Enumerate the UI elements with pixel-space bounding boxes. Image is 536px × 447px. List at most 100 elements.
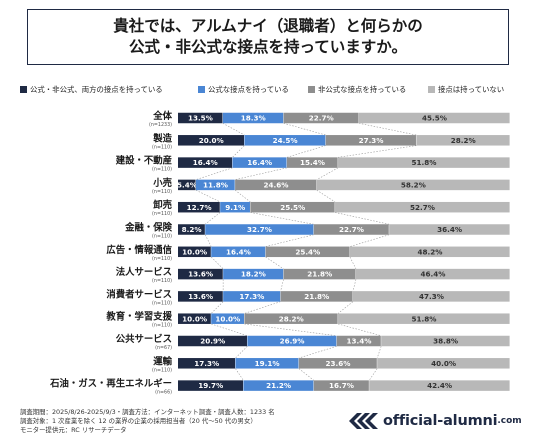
data-label: 23.6% xyxy=(326,359,351,368)
data-label: 13.5% xyxy=(188,114,213,123)
bar-segment xyxy=(178,157,233,168)
data-label: 21.8% xyxy=(307,270,332,279)
data-label: 19.1% xyxy=(255,359,280,368)
chart-title-line-2: 公式・非公式な接点を持っていますか。 xyxy=(129,38,407,56)
bar-segment xyxy=(283,268,356,280)
category-label: 製造 xyxy=(152,132,172,144)
legend-swatch-none xyxy=(428,86,435,93)
bar-segment xyxy=(325,135,416,146)
data-label: 28.2% xyxy=(451,136,476,145)
data-label: 46.4% xyxy=(421,270,446,279)
official-alumni-logo: official-alumni .com xyxy=(349,410,522,432)
legend-item-unofficial: 非公式な接点を持っている xyxy=(308,84,406,95)
data-label: 19.7% xyxy=(198,381,223,390)
connector-line xyxy=(283,122,326,136)
category-label: 運輸 xyxy=(153,355,172,367)
category-label: 消費者サービス xyxy=(106,288,172,300)
data-label: 10.0% xyxy=(215,314,240,323)
data-label: 16.7% xyxy=(329,381,354,390)
bar-segment xyxy=(244,135,326,146)
category-label: 建設・不動産 xyxy=(116,155,172,167)
category-label: 金融・保険 xyxy=(124,222,173,234)
bar-segment xyxy=(211,313,244,324)
connector-line xyxy=(244,301,281,314)
bar-segment xyxy=(178,179,196,191)
data-label: 51.8% xyxy=(412,314,437,323)
connector-line xyxy=(349,234,390,247)
legend-label-official: 公式な接点を持っている xyxy=(208,85,289,94)
data-label: 18.3% xyxy=(241,114,266,123)
bar-segment xyxy=(389,224,510,235)
category-n-label: (n=110) xyxy=(152,300,172,306)
bar-segment xyxy=(377,358,510,369)
connector-line xyxy=(352,279,357,292)
bar-segment xyxy=(313,380,369,391)
logo-suffix: .com xyxy=(497,416,522,426)
data-label: 52.7% xyxy=(410,203,435,212)
data-label: 12.7% xyxy=(187,203,212,212)
data-label: 22.7% xyxy=(339,225,364,234)
connector-line xyxy=(235,346,248,359)
connector-line xyxy=(298,345,337,359)
data-label: 21.8% xyxy=(304,292,329,301)
bar-segment xyxy=(178,291,223,302)
bar-segment xyxy=(220,201,250,213)
category-label: 全体 xyxy=(152,110,172,122)
data-label: 26.9% xyxy=(280,337,305,346)
connector-line xyxy=(286,145,326,158)
connector-line xyxy=(210,301,224,314)
connector-line xyxy=(334,212,390,225)
connector-line xyxy=(235,368,244,381)
category-n-label: (n=67) xyxy=(155,345,172,351)
bar-segment xyxy=(352,291,510,302)
bar-segment xyxy=(195,179,235,191)
bar-segment xyxy=(247,335,337,347)
footer-survey-period: 調査期間：2025/8/26-2025/9/3・調査方法：インターネット調査・調… xyxy=(20,408,275,416)
bar-segment xyxy=(178,313,211,324)
bar-segment xyxy=(265,246,350,258)
bar-segment xyxy=(178,335,247,347)
bar-segment xyxy=(244,313,338,324)
legend-swatch-both xyxy=(20,86,27,93)
connector-line xyxy=(232,145,245,158)
data-label: 16.4% xyxy=(247,158,272,167)
bar-segment xyxy=(336,335,381,347)
data-label: 10.0% xyxy=(182,247,207,256)
connector-line xyxy=(358,122,417,136)
legend-label-none: 接点は持っていない xyxy=(438,85,505,94)
footer-notes: 調査期間：2025/8/26-2025/9/3・調査方法：インターネット調査・調… xyxy=(20,408,275,435)
data-label: 28.2% xyxy=(279,314,304,323)
connector-line xyxy=(210,256,224,270)
data-label: 15.4% xyxy=(300,158,325,167)
data-label: 42.4% xyxy=(427,381,452,390)
legend: 公式・非公式、両方の接点を持っている 公式な接点を持っている 非公式な接点を持っ… xyxy=(20,84,520,98)
bar-segment xyxy=(250,201,335,213)
connector-line xyxy=(204,234,212,247)
connector-line xyxy=(222,122,245,136)
data-label: 13.6% xyxy=(188,292,213,301)
category-label: 公共サービス xyxy=(116,333,172,345)
data-label: 48.2% xyxy=(418,247,443,256)
bar-segment xyxy=(235,179,317,191)
bar-segment xyxy=(223,291,281,302)
category-label: 小売 xyxy=(152,177,172,189)
data-label: 8.2% xyxy=(182,225,202,234)
footer-monitor-source: モニター提供元：RC リサーチデータ xyxy=(20,426,127,434)
data-label: 22.7% xyxy=(309,114,334,123)
bar-segment xyxy=(178,358,236,369)
data-label: 32.7% xyxy=(247,225,272,234)
data-label: 9.1% xyxy=(225,203,245,212)
data-label: 20.0% xyxy=(199,136,224,145)
bar-segment xyxy=(235,358,299,369)
data-label: 38.8% xyxy=(433,337,458,346)
data-label: 58.2% xyxy=(401,181,426,190)
data-label: 47.3% xyxy=(419,292,444,301)
category-n-label: (n=110) xyxy=(152,211,172,217)
bar-segment xyxy=(286,157,338,168)
category-label: 法人サービス xyxy=(116,266,172,278)
data-label: 17.3% xyxy=(239,292,264,301)
data-label: 40.0% xyxy=(431,359,456,368)
logo-text: official-alumni xyxy=(383,413,498,429)
bar-segment xyxy=(381,335,510,347)
